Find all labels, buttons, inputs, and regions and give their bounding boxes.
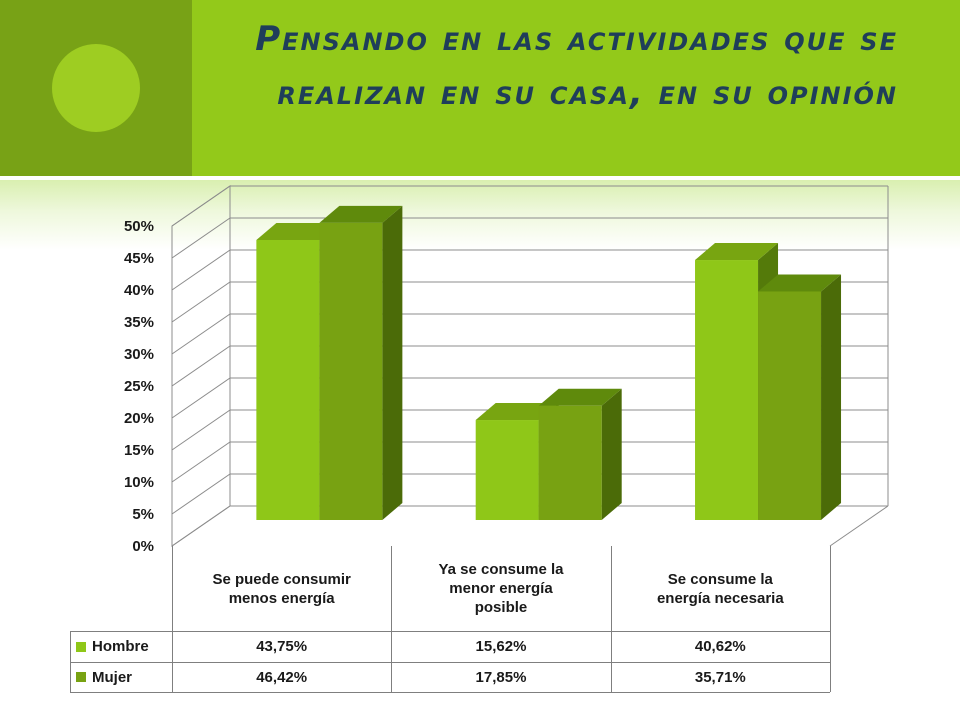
bar-front: [758, 291, 822, 520]
y-tick-label: 50%: [124, 218, 154, 235]
bar-mujer-1: [319, 205, 403, 521]
bar-front: [695, 260, 759, 520]
y-tick-label: 5%: [132, 506, 154, 523]
bar-top: [256, 223, 340, 240]
y-tick-label: 30%: [124, 346, 154, 363]
y-tick-label: 10%: [124, 474, 154, 491]
gridline: [171, 505, 888, 547]
y-tick-label: 25%: [124, 378, 154, 395]
y-tick-label: 20%: [124, 410, 154, 427]
bar-top: [319, 205, 403, 223]
bar-mujer-3: [758, 274, 842, 520]
gridline: [171, 377, 888, 419]
gridline: [171, 473, 888, 515]
header-accent-circle: [52, 44, 140, 132]
bar-top: [758, 274, 842, 292]
gridline: [171, 441, 888, 483]
bar-side: [382, 205, 403, 521]
bar-front: [538, 405, 602, 520]
y-tick-label: 15%: [124, 442, 154, 459]
bar-front: [319, 222, 383, 521]
bar-side: [821, 274, 842, 520]
gridline: [171, 345, 888, 387]
gridline: [171, 281, 888, 323]
bar-top: [475, 403, 559, 421]
floor-right-edge: [829, 505, 889, 547]
bar-mujer-2: [538, 388, 622, 520]
gridline: [171, 217, 888, 259]
gridline: [171, 409, 888, 451]
slide-title: Pensando en las actividades que se reali…: [255, 19, 898, 113]
chart-bars: [256, 205, 842, 521]
header-gradient: [0, 180, 960, 250]
y-tick-label: 40%: [124, 282, 154, 299]
gridline: [171, 185, 888, 227]
y-tick-label: 35%: [124, 314, 154, 331]
bar-top: [538, 388, 622, 406]
bar-top: [695, 243, 779, 261]
header-divider: [0, 176, 960, 180]
gridline: [171, 249, 888, 291]
bar-front: [475, 420, 539, 520]
bar-front: [256, 240, 320, 520]
gridline: [171, 313, 888, 355]
y-tick-label: 45%: [124, 250, 154, 267]
chart-gridlines: [171, 185, 888, 547]
bar-side: [601, 388, 622, 520]
y-tick-label: 0%: [132, 538, 154, 555]
y-axis: 0% 5% 10% 15% 20% 25% 30% 35% 40% 45% 50%: [124, 218, 173, 555]
